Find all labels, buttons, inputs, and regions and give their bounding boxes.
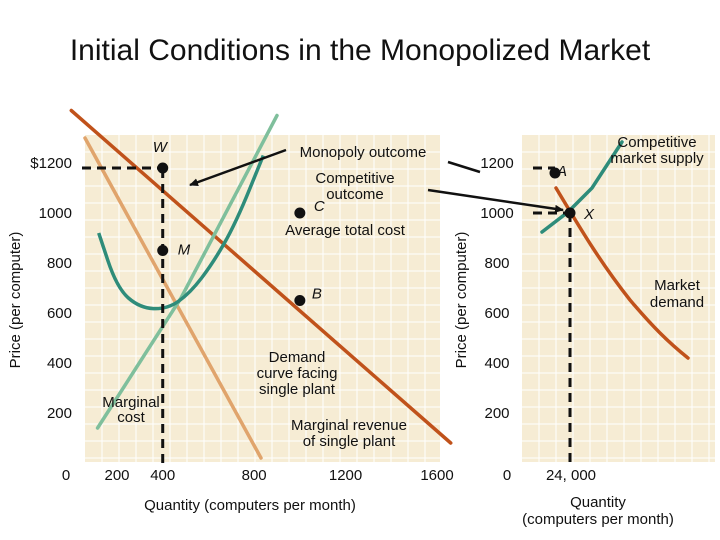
annotation-marginal-revenue: Marginal revenue of single plant bbox=[291, 417, 407, 450]
left-x-tick-label: 400 bbox=[150, 467, 175, 484]
annotation-market-supply: Competitive market supply bbox=[610, 134, 704, 167]
left-y-tick-label: 800 bbox=[47, 255, 72, 272]
right-y-tick-label: 1000 bbox=[480, 205, 513, 222]
arrow-monopoly-outcome-right bbox=[447, 160, 481, 174]
left-x-tick-label: 800 bbox=[242, 467, 267, 484]
marginal-revenue-curve bbox=[83, 136, 263, 460]
right-y-tick-label: 600 bbox=[484, 305, 509, 322]
right-y-tick-label: 800 bbox=[484, 255, 509, 272]
point-a bbox=[549, 167, 561, 179]
right-y-tick-label: 200 bbox=[484, 405, 509, 422]
market-supply-curve bbox=[540, 140, 624, 234]
point-c bbox=[294, 207, 306, 219]
point-label-b: B bbox=[312, 286, 322, 303]
point-label-a: A bbox=[556, 163, 567, 180]
right-x-axis-label: Quantity (computers per month) bbox=[522, 494, 674, 528]
left-x-tick-label: 1600 bbox=[420, 467, 453, 484]
left-x-tick-label: 200 bbox=[104, 467, 129, 484]
market-demand-curve bbox=[554, 186, 690, 360]
demand-curve bbox=[69, 108, 453, 445]
right-y-axis-label: Price (per computer) bbox=[453, 232, 470, 369]
left-y-tick-label: 400 bbox=[47, 355, 72, 372]
point-label-m: M bbox=[178, 242, 191, 259]
left-x-axis-label: Quantity (computers per month) bbox=[144, 497, 356, 514]
point-label-w: W bbox=[153, 139, 169, 156]
right-x-tick-label: 24, 000 bbox=[546, 467, 596, 484]
annotation-demand-curve: Demand curve facing single plant bbox=[257, 349, 338, 398]
annotation-market-demand: Market demand bbox=[650, 277, 704, 311]
left-y-tick-label: 600 bbox=[47, 305, 72, 322]
point-b bbox=[294, 295, 306, 306]
annotation-monopoly-outcome: Monopoly outcome bbox=[300, 144, 427, 161]
annotation-marginal-cost: Marginal cost bbox=[102, 394, 160, 426]
arrow-monopoly-outcome bbox=[189, 148, 287, 187]
left-y-tick-label: 200 bbox=[47, 405, 72, 422]
chart-title: Initial Conditions in the Monopolized Ma… bbox=[69, 34, 651, 67]
right-x-origin-label: 0 bbox=[503, 467, 511, 484]
left-y-tick-label: 1000 bbox=[39, 205, 72, 222]
average-total-cost-curve bbox=[97, 154, 265, 311]
point-w bbox=[157, 162, 169, 174]
point-x bbox=[564, 207, 576, 219]
point-label-c: C bbox=[314, 198, 325, 215]
point-m bbox=[157, 245, 169, 256]
arrow-competitive-outcome bbox=[427, 188, 564, 213]
annotation-competitive-outcome: Competitive outcome bbox=[315, 170, 394, 203]
annotation-average-total-cost: Average total cost bbox=[285, 222, 406, 239]
left-x-tick-label: 1200 bbox=[329, 467, 362, 484]
left-y-axis-label: Price (per computer) bbox=[7, 232, 24, 369]
point-label-x: X bbox=[583, 206, 595, 223]
right-y-tick-label: 1200 bbox=[480, 155, 513, 172]
right-y-tick-label: 400 bbox=[484, 355, 509, 372]
left-x-origin-label: 0 bbox=[62, 467, 70, 484]
left-y-tick-label: $1200 bbox=[30, 155, 72, 172]
